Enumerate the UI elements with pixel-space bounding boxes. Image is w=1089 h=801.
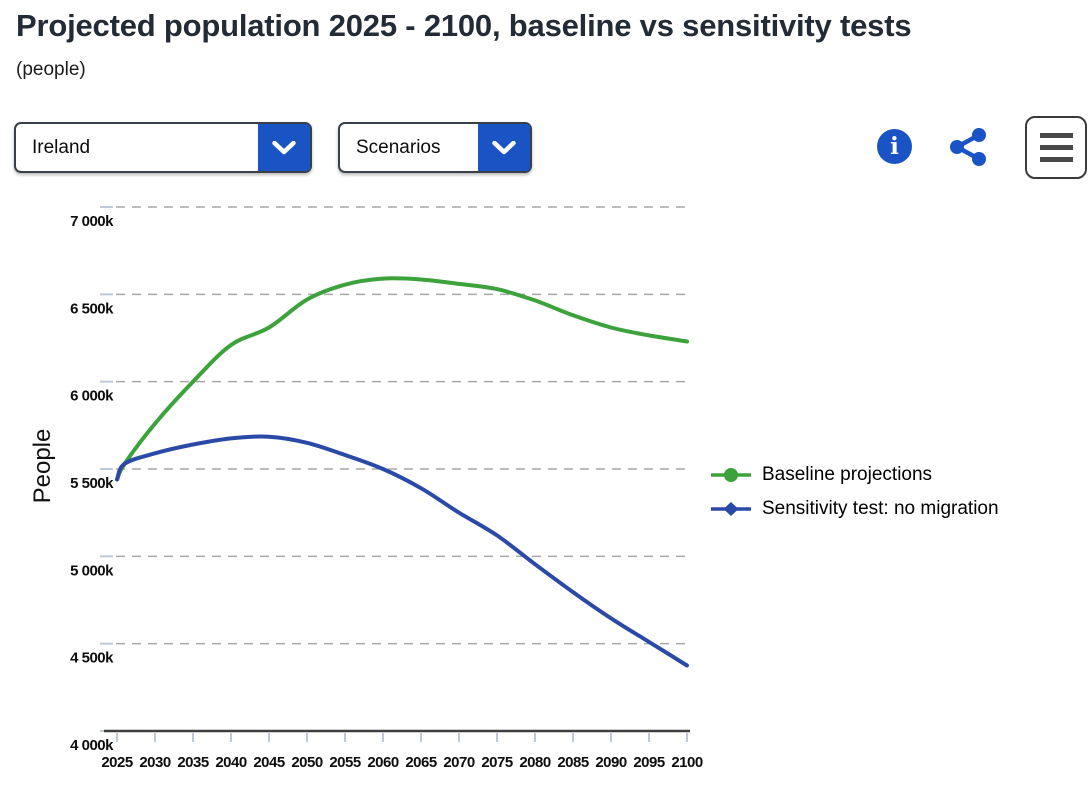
chevron-down-icon	[272, 140, 296, 154]
x-tick-label: 2095	[633, 754, 665, 771]
scenarios-dropdown-button	[478, 124, 530, 171]
y-tick-label: 6 500k	[70, 300, 114, 317]
y-axis-title: People	[29, 429, 56, 504]
x-tick-label: 2030	[139, 754, 171, 771]
chart-legend: Baseline projections Sensitivity test: n…	[710, 458, 999, 526]
x-tick-label: 2090	[595, 754, 627, 771]
x-tick-label: 2045	[253, 754, 285, 771]
share-icon-graphic	[950, 128, 986, 166]
x-tick-label: 2035	[177, 754, 209, 771]
legend-item-sensitivity[interactable]: Sensitivity test: no migration	[710, 492, 999, 526]
x-tick-label: 2080	[519, 754, 551, 771]
country-dropdown-button	[258, 124, 310, 171]
sensitivity-series-marker	[711, 502, 751, 516]
hamburger-menu-icon[interactable]	[1025, 116, 1087, 179]
y-tick-label: 4 500k	[70, 650, 114, 667]
page-subtitle: (people)	[16, 59, 86, 80]
x-tick-label: 2055	[329, 754, 361, 771]
y-tick-label: 5 500k	[70, 475, 114, 492]
x-tick-label: 2025	[101, 754, 133, 771]
sensitivity-series-line[interactable]	[115, 434, 689, 668]
y-tick-label: 4 000k	[70, 737, 114, 754]
x-tick-label: 2100	[671, 754, 703, 771]
scenarios-dropdown[interactable]: Scenarios	[338, 122, 532, 173]
y-tick-label: 6 000k	[70, 388, 114, 405]
y-tick-label: 5 000k	[70, 562, 114, 579]
legend-label-baseline: Baseline projections	[762, 464, 933, 485]
chevron-down-icon	[492, 140, 516, 154]
baseline-series-line[interactable]	[115, 276, 689, 482]
info-icon[interactable]: i	[877, 129, 912, 164]
scenarios-dropdown-label: Scenarios	[356, 136, 441, 158]
menu-bar	[1039, 157, 1073, 162]
x-tick-label: 2040	[215, 754, 247, 771]
x-tick-label: 2085	[557, 754, 589, 771]
x-tick-label: 2060	[367, 754, 399, 771]
menu-bar	[1039, 133, 1073, 138]
x-tick-label: 2070	[443, 754, 475, 771]
baseline-series-marker	[711, 468, 751, 482]
x-tick-label: 2065	[405, 754, 437, 771]
x-tick-label: 2075	[481, 754, 513, 771]
legend-item-baseline[interactable]: Baseline projections	[710, 458, 999, 492]
info-glyph: i	[890, 133, 899, 160]
menu-bar	[1039, 145, 1073, 150]
x-tick-label: 2050	[291, 754, 323, 771]
legend-label-sensitivity: Sensitivity test: no migration	[762, 498, 999, 519]
country-dropdown-value: Ireland	[32, 136, 91, 158]
share-icon[interactable]	[945, 124, 991, 170]
y-tick-label: 7 000k	[70, 213, 114, 230]
page-title: Projected population 2025 - 2100, baseli…	[16, 8, 912, 43]
country-dropdown[interactable]: Ireland	[14, 122, 312, 173]
